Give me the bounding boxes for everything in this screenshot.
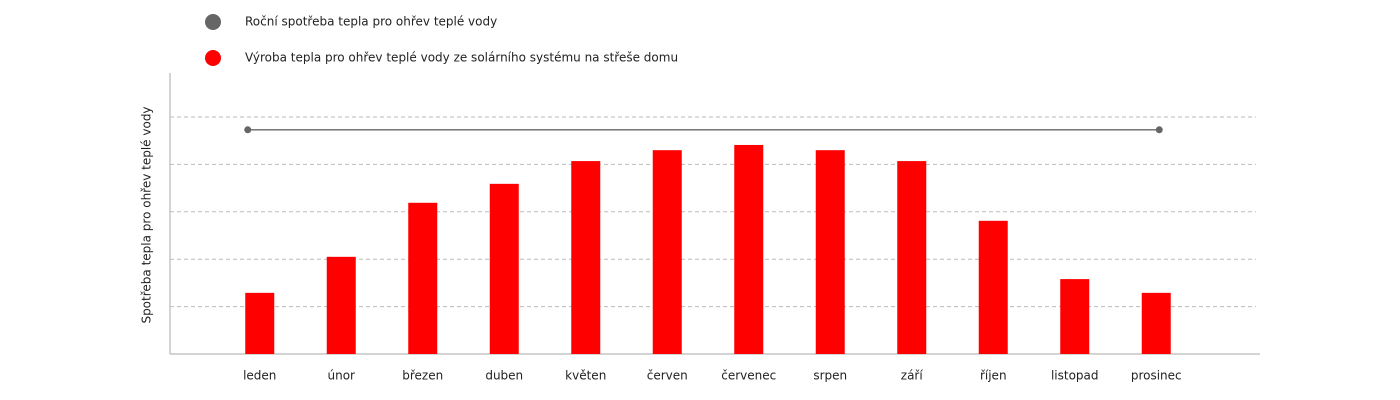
bar <box>245 292 275 354</box>
x-tick-label: červen <box>647 369 688 383</box>
legend-label: Výroba tepla pro ohřev teplé vody ze sol… <box>245 51 678 65</box>
x-tick-label: duben <box>485 369 523 383</box>
line-end-marker <box>1155 126 1163 134</box>
bar <box>1060 279 1090 354</box>
x-tick-label: říjen <box>980 369 1007 383</box>
bar <box>815 150 845 354</box>
legend-marker <box>205 50 221 66</box>
bar <box>978 220 1008 354</box>
bar <box>571 161 601 354</box>
x-tick-label: únor <box>328 369 356 383</box>
x-tick-label: srpen <box>813 369 847 383</box>
bar <box>897 161 927 354</box>
x-tick-label: září <box>901 369 924 383</box>
legend-marker <box>205 14 221 30</box>
line-end-marker <box>244 126 252 134</box>
x-tick-label: březen <box>402 369 443 383</box>
bar <box>652 150 682 354</box>
bar <box>326 256 356 354</box>
bar <box>734 144 764 354</box>
bar <box>1141 292 1171 354</box>
bar <box>489 183 519 354</box>
legend-label: Roční spotřeba tepla pro ohřev teplé vod… <box>245 15 497 29</box>
x-tick-label: prosinec <box>1131 369 1182 383</box>
x-tick-label: listopad <box>1051 369 1099 383</box>
y-axis-label: Spotřeba tepla pro ohřev teplé vody <box>140 106 154 323</box>
bar <box>408 202 438 354</box>
x-tick-label: květen <box>565 369 606 383</box>
x-tick-label: leden <box>243 369 276 383</box>
x-tick-label: červenec <box>721 369 776 383</box>
